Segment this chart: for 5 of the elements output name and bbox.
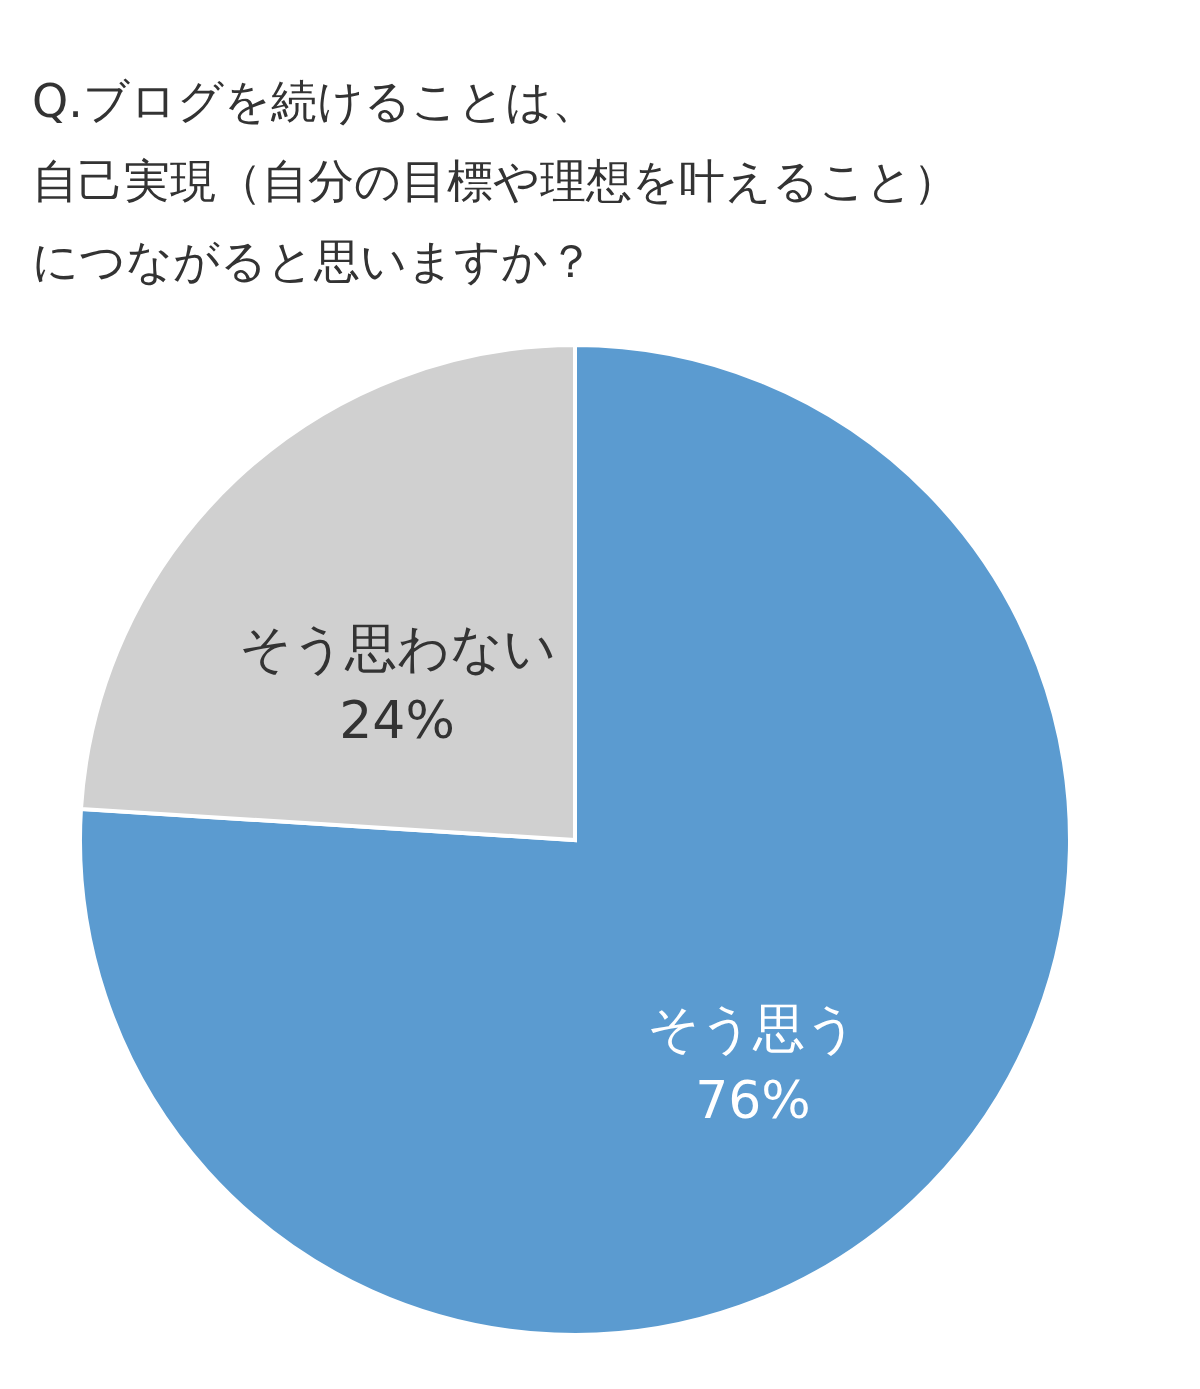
slice-label: そう思う — [647, 997, 859, 1058]
slice-label: そう思わない — [238, 618, 556, 679]
data-label: 24% — [339, 690, 455, 751]
data-label: 76% — [695, 1069, 811, 1130]
chart-title: Q.ブログを続けることは、自己実現（自分の目標や理想を叶えること）につながると思いますか？ — [32, 74, 959, 288]
